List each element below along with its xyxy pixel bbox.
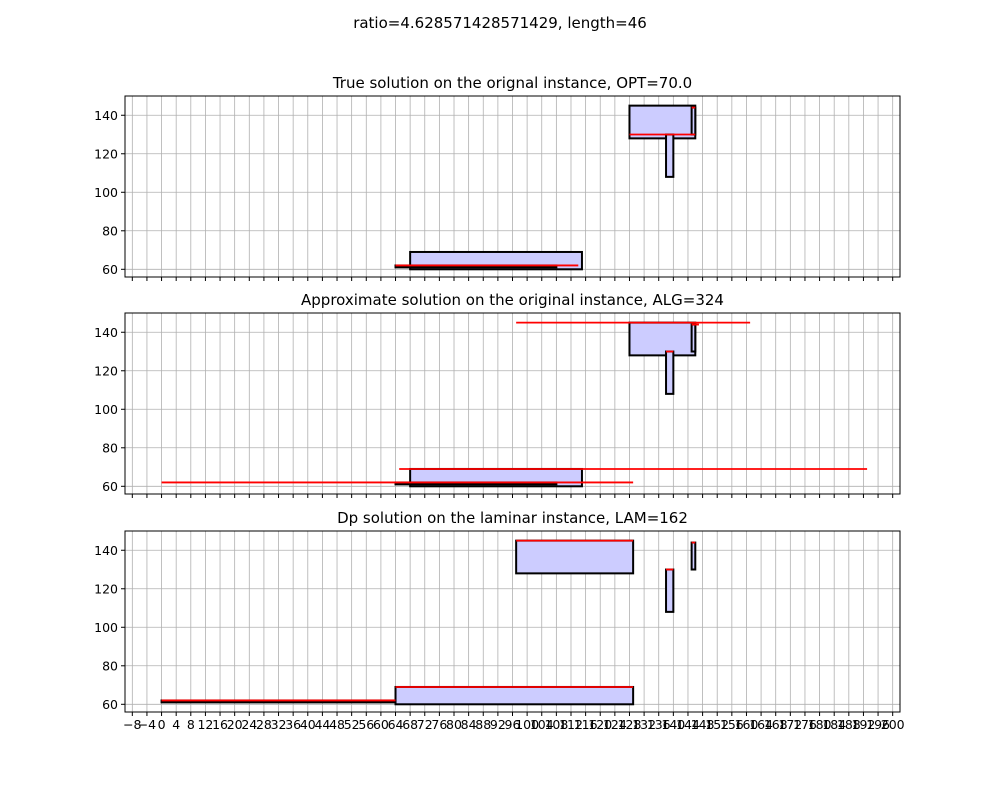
y-tick-label: 120 — [94, 146, 118, 161]
x-tick-label: 0 — [158, 717, 166, 732]
y-tick-label: 140 — [94, 108, 118, 123]
y-tick-label: 80 — [102, 223, 118, 238]
x-tick-label: 188 — [837, 717, 861, 732]
x-tick-label: 180 — [808, 717, 832, 732]
x-tick-label: 36 — [285, 717, 301, 732]
data-rect-3 — [628, 321, 697, 357]
subplot-2: Approximate solution on the original ins… — [94, 291, 901, 498]
x-tick-label: 136 — [647, 717, 671, 732]
x-tick-label: 132 — [632, 717, 656, 732]
x-tick-label: 176 — [793, 717, 817, 732]
data-rect-3 — [628, 104, 697, 140]
x-tick-label: 28 — [256, 717, 272, 732]
data-rect-4 — [665, 133, 675, 178]
x-tick-label: 52 — [344, 717, 360, 732]
x-tick-label: 108 — [544, 717, 568, 732]
x-tick-label: 44 — [314, 717, 330, 732]
x-tick-label: 120 — [588, 717, 612, 732]
subplot-3: Dp solution on the laminar instance, LAM… — [94, 509, 905, 732]
x-tick-label: 8 — [187, 717, 195, 732]
subplot-1: True solution on the orignal instance, O… — [94, 74, 901, 281]
data-rect-5 — [690, 323, 697, 353]
x-tick-label: 80 — [446, 717, 462, 732]
x-tick-label: 32 — [271, 717, 287, 732]
x-tick-label: 64 — [388, 717, 404, 732]
x-tick-label: −8 — [123, 717, 141, 732]
x-tick-label: 60 — [373, 717, 389, 732]
x-tick-label: 68 — [402, 717, 418, 732]
x-tick-label: 100 — [515, 717, 539, 732]
y-tick-label: 100 — [94, 402, 118, 417]
x-tick-label: 76 — [431, 717, 447, 732]
x-tick-label: 196 — [866, 717, 890, 732]
x-tick-label: 84 — [461, 717, 477, 732]
y-tick-label: 140 — [94, 543, 118, 558]
x-tick-label: 72 — [417, 717, 433, 732]
y-tick-label: 60 — [102, 479, 118, 494]
data-rect-2 — [394, 685, 635, 706]
x-tick-label: 192 — [852, 717, 876, 732]
x-tick-label: 164 — [749, 717, 773, 732]
x-tick-label: 140 — [661, 717, 685, 732]
x-tick-label: 16 — [212, 717, 228, 732]
x-tick-label: 168 — [764, 717, 788, 732]
x-tick-label: 124 — [603, 717, 627, 732]
data-rect-3 — [515, 539, 635, 575]
y-tick-label: 140 — [94, 325, 118, 340]
y-tick-label: 80 — [102, 658, 118, 673]
x-tick-label: −4 — [138, 717, 156, 732]
x-tick-label: 88 — [475, 717, 491, 732]
x-tick-label: 200 — [881, 717, 905, 732]
x-tick-label: 12 — [197, 717, 213, 732]
x-tick-label: 148 — [691, 717, 715, 732]
y-tick-label: 60 — [102, 262, 118, 277]
subplots: True solution on the orignal instance, O… — [94, 74, 905, 732]
x-tick-label: 144 — [676, 717, 700, 732]
x-tick-label: 116 — [574, 717, 598, 732]
x-tick-label: 152 — [705, 717, 729, 732]
x-tick-label: 128 — [618, 717, 642, 732]
x-tick-label: 4 — [172, 717, 180, 732]
x-tick-label: 56 — [358, 717, 374, 732]
y-tick-label: 80 — [102, 440, 118, 455]
y-tick-label: 60 — [102, 697, 118, 712]
x-tick-label: 156 — [720, 717, 744, 732]
data-rect-5 — [690, 541, 697, 571]
x-tick-label: 184 — [822, 717, 846, 732]
data-rect-4 — [665, 350, 675, 395]
subplot-title: True solution on the orignal instance, O… — [332, 74, 692, 92]
subplot-title: Dp solution on the laminar instance, LAM… — [337, 509, 688, 527]
x-tick-label: 20 — [227, 717, 243, 732]
data-rect-5 — [690, 106, 697, 136]
x-tick-label: 40 — [300, 717, 316, 732]
x-tick-label: 112 — [559, 717, 583, 732]
data-rect-4 — [665, 568, 675, 613]
y-tick-label: 120 — [94, 363, 118, 378]
x-tick-label: 48 — [329, 717, 345, 732]
x-tick-label: 96 — [505, 717, 521, 732]
y-tick-label: 100 — [94, 185, 118, 200]
x-tick-label: 24 — [241, 717, 257, 732]
x-tick-label: 92 — [490, 717, 506, 732]
x-tick-label: 172 — [778, 717, 802, 732]
y-tick-label: 120 — [94, 581, 118, 596]
x-tick-label: 160 — [735, 717, 759, 732]
figure-suptitle: ratio=4.628571428571429, length=46 — [353, 14, 647, 32]
subplot-title: Approximate solution on the original ins… — [301, 291, 724, 309]
x-tick-label: 104 — [530, 717, 554, 732]
y-tick-label: 100 — [94, 620, 118, 635]
